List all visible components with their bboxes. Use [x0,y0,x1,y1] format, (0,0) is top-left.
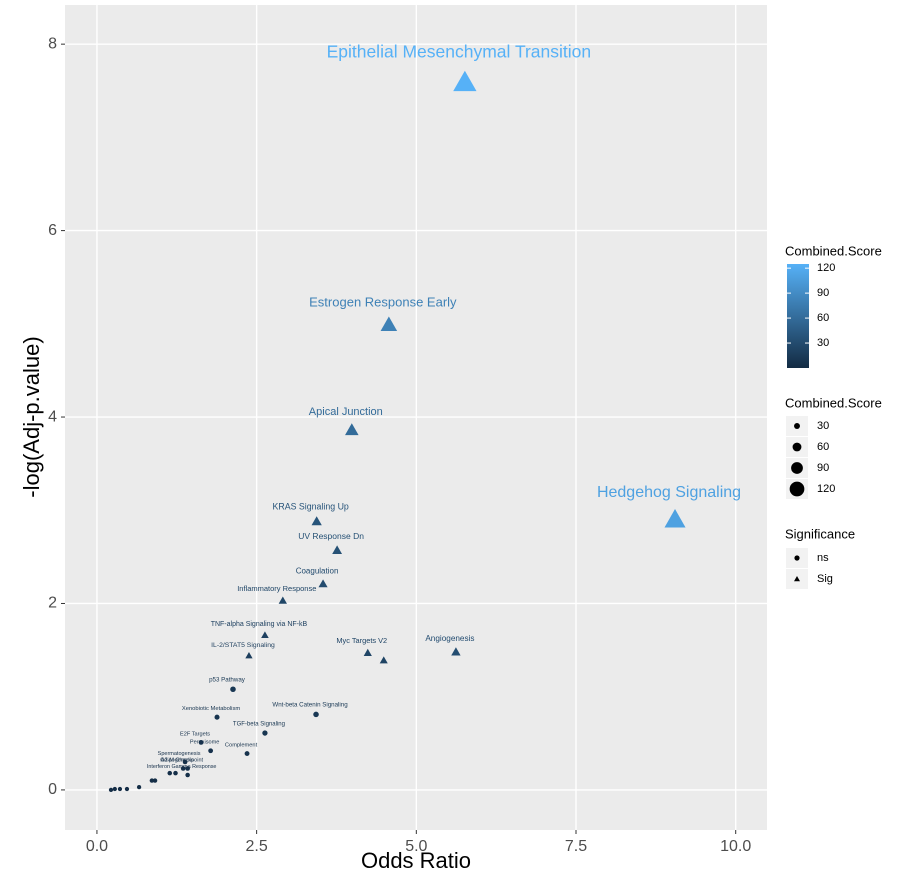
point-label: TGF-beta Signaling [233,721,285,727]
point [182,759,188,765]
point-label: Complement [225,742,258,748]
point [173,770,178,776]
point [214,714,220,720]
point [108,787,114,793]
point [311,516,322,526]
y-tick-label: 8 [48,35,57,52]
point-label: Inflammatory Response [237,584,316,593]
point [152,778,158,783]
legend-size [789,481,805,497]
point-label: Xenobiotic Metabolism [182,706,240,712]
point-label: Epithelial Mesenchymal Transition [327,42,592,62]
point-label: Myc Targets V2 [336,636,387,645]
legend-shape [794,576,800,582]
point [208,748,214,754]
point [379,656,388,664]
colorbar-label: 60 [817,312,829,324]
point [332,545,343,555]
point [136,784,142,790]
point [245,652,253,659]
x-tick-label: 7.5 [565,838,587,855]
legend-size [792,442,802,452]
panel: Epithelial Mesenchymal Transition Estroge… [65,5,767,830]
point [363,648,372,656]
point [278,596,287,604]
legend-title: Combined.Score [785,395,882,410]
point [318,579,328,588]
point [149,778,155,783]
point [185,766,190,771]
y-axis-title: -log(Adj-p.value) [19,336,44,497]
point [198,739,204,745]
point-label: Spermatogenesis [158,751,201,757]
legend-title: Significance [785,526,855,541]
point-label: E2F Targets [180,731,210,737]
legend-label: 60 [817,441,829,453]
point-label: Hedgehog Signaling [597,484,741,501]
point [180,766,186,771]
y-tick-label: 4 [48,408,57,425]
legend-label: Sig [817,573,833,585]
point [230,686,236,693]
legend-title: Combined.Score [785,243,882,258]
x-tick-label: 2.5 [246,838,268,855]
point [185,772,190,778]
legend-label: 30 [817,420,829,432]
point [112,786,117,792]
colorbar-label: 90 [817,287,829,299]
point-label: Estrogen Response Early [309,295,457,310]
point-label: p53 Pathway [209,676,246,683]
point-label: Adipogenesis [161,758,194,764]
point [244,751,250,757]
point [261,631,269,639]
point-label: Wnt-beta Catenin Signaling [272,701,348,708]
point-label: G2-M Checkpoint [160,758,203,764]
point-label: KRAS Signaling Up [273,502,349,512]
point-label: Interferon Gamma Response [147,764,217,770]
colorbar-label: 120 [817,262,835,274]
point [345,423,359,436]
point [262,730,268,736]
legend-shape [794,555,800,561]
point [453,70,477,92]
point-label: Apical Junction [309,406,383,418]
colorbar [787,264,809,368]
point [664,509,686,528]
y-tick-label: 2 [48,595,57,612]
legend-size [791,462,803,474]
point [451,647,461,656]
point-label: Coagulation [296,566,339,575]
point-label: Peroxisome [190,740,220,746]
colorbar-label: 30 [817,337,829,349]
legend-size [794,423,800,429]
legend: Combined.Score 30 60 90 120 Combined.Score 30 6… [785,243,882,589]
point [313,711,319,718]
x-tick-label: 0.0 [86,838,108,855]
legend-label: 90 [817,462,829,474]
y-tick-label: 6 [48,222,57,239]
x-axis-title: Odds Ratio [361,848,471,873]
point-label: Angiogenesis [425,634,474,643]
point [124,786,130,792]
legend-label: ns [817,552,829,564]
y-tick-label: 0 [48,781,57,798]
point [380,316,398,331]
x-tick-label: 5.0 [405,838,427,855]
x-tick-label: 10.0 [720,838,751,855]
legend-label: 120 [817,483,835,495]
point [117,786,123,792]
point-label: TNF-alpha Signaling via NF-kB [211,621,308,628]
point [167,770,173,776]
point-label: IL-2/STAT5 Signaling [211,642,275,649]
point-label: UV Response Dn [298,531,364,541]
